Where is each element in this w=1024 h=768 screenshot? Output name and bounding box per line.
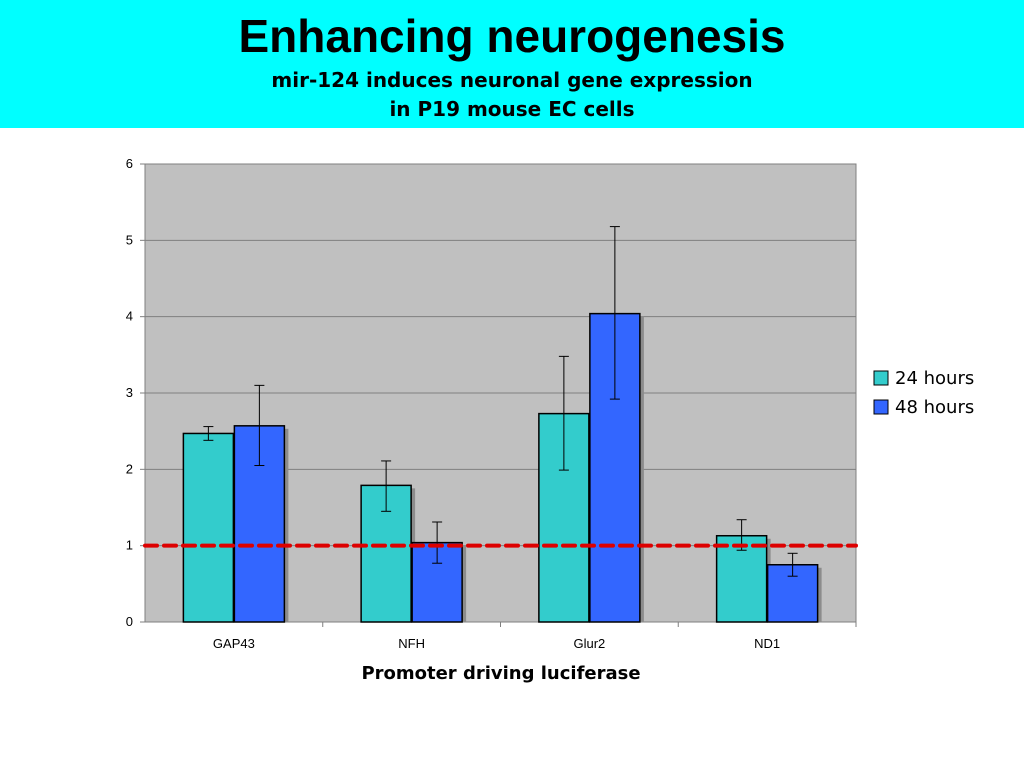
legend-swatch <box>873 399 889 415</box>
x-tick-label: NFH <box>398 636 425 651</box>
y-tick-label: 3 <box>126 385 133 400</box>
x-tick-label: Glur2 <box>573 636 605 651</box>
x-tick-label: GAP43 <box>213 636 255 651</box>
y-tick-label: 6 <box>126 156 133 171</box>
y-tick-label: 0 <box>126 614 133 629</box>
y-tick-label: 2 <box>126 461 133 476</box>
slide-subtitle: mir-124 induces neuronal gene expression… <box>0 66 1024 124</box>
subtitle-line-1: mir-124 induces neuronal gene expression <box>271 68 753 92</box>
legend-swatch <box>873 370 889 386</box>
bar-gap43-24h <box>182 432 235 623</box>
y-tick-label: 4 <box>126 309 133 324</box>
legend-label: 48 hours <box>895 397 974 418</box>
slide-title: Enhancing neurogenesis <box>238 10 786 62</box>
subtitle-line-2: in P19 mouse EC cells <box>389 97 635 121</box>
title-banner: Enhancing neurogenesis mir-124 induces n… <box>0 0 1024 128</box>
x-axis-title: Promoter driving luciferase <box>361 663 640 684</box>
y-tick-label: 5 <box>126 232 133 247</box>
y-tick-label: 1 <box>126 538 133 553</box>
legend-label: 24 hours <box>895 368 974 389</box>
x-tick-label: ND1 <box>754 636 780 651</box>
